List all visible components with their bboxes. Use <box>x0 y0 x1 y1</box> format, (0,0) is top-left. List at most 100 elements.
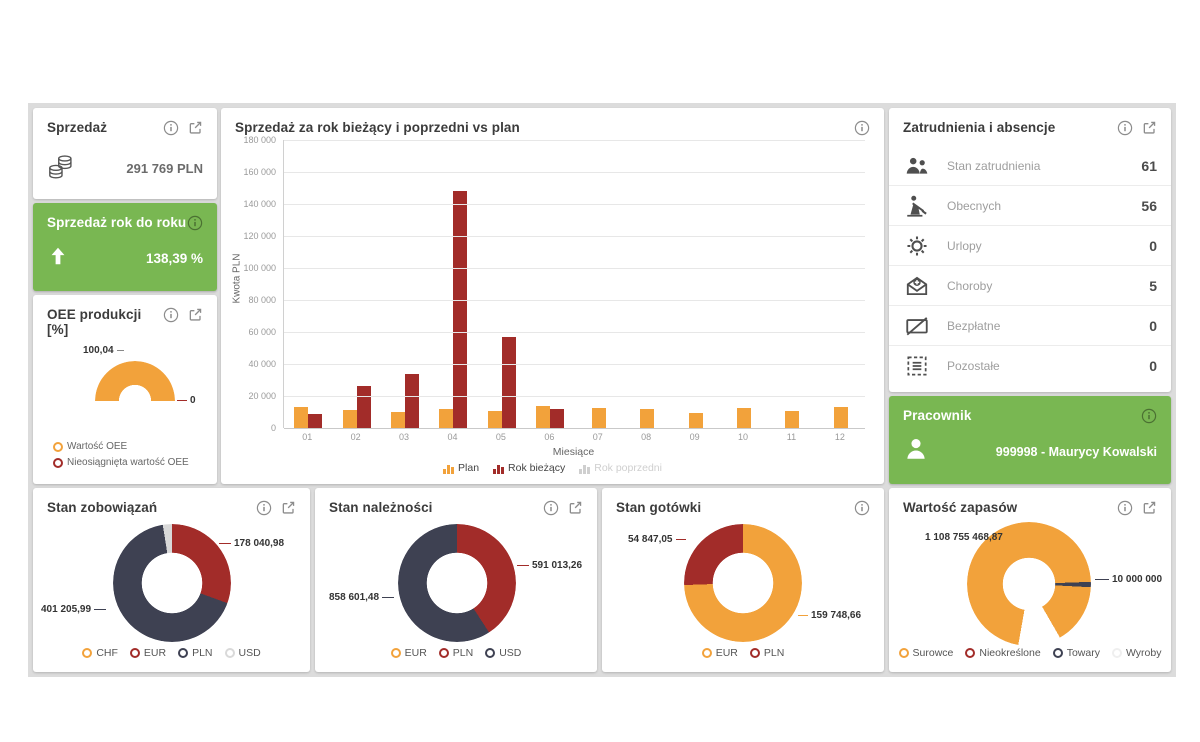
gridline <box>284 204 865 205</box>
employment-row[interactable]: Bezpłatne 0 <box>889 305 1171 345</box>
info-icon[interactable] <box>1117 500 1133 516</box>
bar-plan[interactable] <box>342 410 357 428</box>
legend-item[interactable]: USD <box>485 647 521 659</box>
legend-item[interactable]: EUR <box>129 647 167 659</box>
bar-rok-bieżący[interactable] <box>550 408 565 428</box>
donut-legend: Surowce Nieokreślone Towary Wyroby <box>889 647 1171 659</box>
bar-plan[interactable] <box>737 408 751 428</box>
card-zobowiazania: Stan zobowiązań 178 040,98 401 205,99 CH… <box>33 488 310 672</box>
legend-marker-icon <box>82 648 93 658</box>
legend-marker-icon <box>178 648 189 658</box>
x-tick-label: 09 <box>689 432 700 442</box>
legend-label: Rok bieżący <box>508 462 566 474</box>
bar-rok-bieżący[interactable] <box>453 191 468 428</box>
legend-item[interactable]: PLN <box>178 647 213 659</box>
x-tick-label: 10 <box>738 432 749 442</box>
donut-zobowiazania <box>113 524 231 642</box>
legend-item[interactable]: Rok poprzedni <box>579 462 662 474</box>
gridline <box>284 332 865 333</box>
row-value: 61 <box>1141 157 1157 174</box>
legend-label: EUR <box>143 647 167 659</box>
open-external-icon[interactable] <box>1142 120 1157 136</box>
bar-group <box>817 140 865 428</box>
bar-rok-bieżący[interactable] <box>405 374 420 428</box>
info-icon[interactable] <box>854 120 870 136</box>
employment-row[interactable]: Urlopy 0 <box>889 225 1171 265</box>
y-tick-label: 140 000 <box>243 199 276 209</box>
info-icon[interactable] <box>1117 120 1133 136</box>
open-external-icon[interactable] <box>568 500 583 516</box>
bar-groups <box>284 140 865 428</box>
bar-plan[interactable] <box>688 412 703 428</box>
gridline <box>284 140 865 141</box>
info-icon[interactable] <box>1141 408 1157 424</box>
employment-row[interactable]: Pozostałe 0 <box>889 345 1171 385</box>
legend-item[interactable]: EUR <box>390 647 427 659</box>
bar-plan[interactable] <box>591 408 606 428</box>
legend-item[interactable]: Wyroby <box>1111 647 1161 659</box>
x-tick-label: 04 <box>447 432 458 442</box>
bar-plan[interactable] <box>487 411 502 428</box>
bar-rok-bieżący[interactable] <box>356 385 371 428</box>
bar-group <box>478 140 526 428</box>
employment-row[interactable]: Stan zatrudnienia 61 <box>889 146 1171 185</box>
legend-item[interactable]: Wartość OEE <box>53 441 127 452</box>
bar-plan[interactable] <box>391 412 406 428</box>
donut-naleznosci <box>398 524 516 642</box>
bar-plan[interactable] <box>439 408 454 428</box>
bar-group <box>284 140 332 428</box>
employment-row[interactable]: Obecnych 56 <box>889 185 1171 225</box>
info-icon[interactable] <box>854 500 870 516</box>
card-title: Stan zobowiązań <box>47 500 158 515</box>
legend-item[interactable]: Nieokreślone <box>965 647 1041 659</box>
x-tick-label: 01 <box>302 432 313 442</box>
legend-item[interactable]: Towary <box>1052 647 1100 659</box>
bar-plan[interactable] <box>294 407 309 428</box>
data-label: 591 013,26 <box>517 560 582 571</box>
card-main-chart: Sprzedaż za rok bieżący i poprzedni vs p… <box>221 108 884 484</box>
coins-icon <box>47 152 77 185</box>
legend-item[interactable]: Nieosiągnięta wartość OEE <box>53 457 189 468</box>
info-icon[interactable] <box>256 500 272 516</box>
open-external-icon[interactable] <box>188 307 203 323</box>
info-icon[interactable] <box>163 307 179 323</box>
bar-plan[interactable] <box>536 406 551 428</box>
open-external-icon[interactable] <box>1142 500 1157 516</box>
other-absences-icon <box>903 353 933 379</box>
gauge-min-label: 0 <box>177 395 196 406</box>
x-axis-title: Miesiące <box>552 446 595 458</box>
employment-row[interactable]: Choroby 5 <box>889 265 1171 305</box>
legend-item[interactable]: Rok bieżący <box>493 462 565 474</box>
bar-group <box>575 140 623 428</box>
legend-label: EUR <box>404 647 427 659</box>
gridline <box>284 364 865 365</box>
legend-item[interactable]: PLN <box>749 647 784 659</box>
x-axis-labels: 01 02 03 04 05 06 07 08 09 10 11 12 <box>283 432 864 442</box>
bar-rok-bieżący[interactable] <box>501 336 516 428</box>
card-title: Sprzedaż <box>47 120 108 135</box>
open-external-icon[interactable] <box>188 120 203 136</box>
sick-leave-icon <box>903 273 933 299</box>
info-icon[interactable] <box>543 500 559 516</box>
legend-label: CHF <box>96 647 118 659</box>
open-external-icon[interactable] <box>281 500 296 516</box>
legend-marker-icon <box>129 648 140 658</box>
legend-item[interactable]: Plan <box>443 462 479 474</box>
legend-label: USD <box>238 647 261 659</box>
legend-item[interactable]: USD <box>224 647 261 659</box>
legend-item[interactable]: EUR <box>701 647 738 659</box>
card-zatrudnienia: Zatrudnienia i absencje Stan zatrudnieni… <box>889 108 1171 392</box>
bar-group <box>429 140 477 428</box>
info-icon[interactable] <box>187 215 203 231</box>
bar-rok-bieżący[interactable] <box>308 413 323 428</box>
legend-label: USD <box>499 647 522 659</box>
legend-item[interactable]: CHF <box>82 647 118 659</box>
bar-plan[interactable] <box>785 411 800 428</box>
x-tick-label: 03 <box>399 432 410 442</box>
bar-group <box>526 140 574 428</box>
bar-plan[interactable] <box>640 408 655 428</box>
legend-item[interactable]: PLN <box>438 647 473 659</box>
bar-plan[interactable] <box>833 407 848 428</box>
info-icon[interactable] <box>163 120 179 136</box>
legend-item[interactable]: Surowce <box>898 647 953 659</box>
